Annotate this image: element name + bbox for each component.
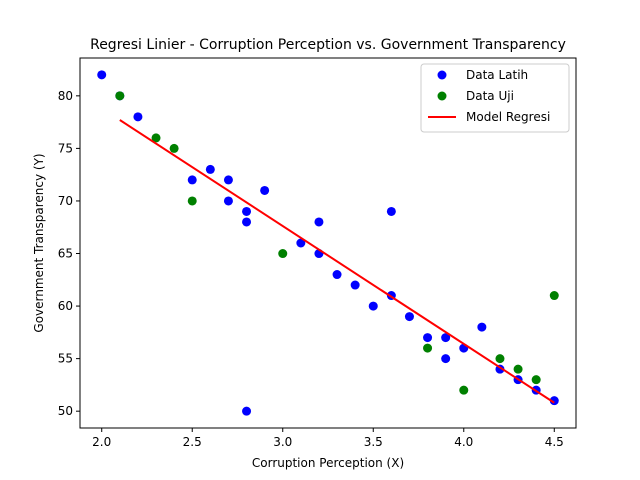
point-data-uji-10 bbox=[549, 291, 559, 301]
x-tick-label: 4.5 bbox=[545, 435, 564, 449]
point-data-latih-10 bbox=[260, 185, 270, 195]
legend-marker-data-latih bbox=[437, 70, 447, 80]
point-data-latih-20 bbox=[423, 333, 433, 343]
point-data-uji-9 bbox=[531, 375, 541, 385]
y-tick-label: 55 bbox=[58, 352, 73, 366]
x-tick-label: 3.5 bbox=[364, 435, 383, 449]
x-axis-label: Corruption Perception (X) bbox=[252, 456, 404, 470]
point-data-latih-9 bbox=[242, 406, 252, 416]
point-data-latih-28 bbox=[549, 396, 559, 406]
point-data-latih-6 bbox=[223, 196, 233, 206]
plot-frame bbox=[79, 57, 577, 429]
y-tick-label: 60 bbox=[58, 299, 73, 313]
point-data-latih-16 bbox=[368, 301, 378, 311]
point-data-latih-19 bbox=[404, 312, 414, 322]
point-data-uji-5 bbox=[423, 343, 433, 353]
point-data-latih-21 bbox=[441, 333, 451, 343]
legend-marker-data-uji bbox=[437, 91, 447, 101]
point-data-uji-1 bbox=[151, 133, 161, 143]
y-tick-label: 75 bbox=[58, 141, 73, 155]
point-data-uji-7 bbox=[495, 354, 505, 364]
point-data-latih-12 bbox=[314, 217, 324, 227]
point-data-latih-15 bbox=[350, 280, 360, 290]
legend-label-data-latih: Data Latih bbox=[466, 68, 528, 82]
point-data-latih-7 bbox=[242, 206, 252, 216]
point-data-latih-8 bbox=[242, 217, 252, 227]
point-data-latih-17 bbox=[386, 206, 396, 216]
legend-label-model-regresi: Model Regresi bbox=[466, 110, 550, 124]
x-tick-label: 2.0 bbox=[92, 435, 111, 449]
point-data-latih-2 bbox=[133, 112, 143, 122]
point-data-latih-0 bbox=[97, 70, 107, 80]
point-data-uji-2 bbox=[169, 143, 179, 153]
point-data-uji-0 bbox=[115, 91, 125, 101]
point-data-latih-22 bbox=[441, 354, 451, 364]
legend-box bbox=[420, 63, 570, 133]
y-axis-label: Government Transparency (Y) bbox=[32, 153, 46, 332]
point-data-latih-4 bbox=[205, 164, 215, 174]
chart-title: Regresi Linier - Corruption Perception v… bbox=[90, 37, 566, 53]
x-tick-label: 2.5 bbox=[183, 435, 202, 449]
y-tick-label: 70 bbox=[58, 194, 73, 208]
x-tick-label: 4.0 bbox=[454, 435, 473, 449]
legend-label-data-uji: Data Uji bbox=[466, 89, 514, 103]
point-data-uji-8 bbox=[513, 364, 523, 374]
point-data-uji-3 bbox=[187, 196, 197, 206]
point-data-latih-3 bbox=[187, 175, 197, 185]
regression-line bbox=[119, 119, 555, 404]
point-data-uji-6 bbox=[459, 385, 469, 395]
y-tick-label: 65 bbox=[58, 247, 73, 261]
point-data-latih-24 bbox=[477, 322, 487, 332]
y-tick-label: 80 bbox=[58, 89, 73, 103]
legend: Data Latih Data Uji Model Regresi bbox=[420, 63, 570, 133]
point-data-latih-14 bbox=[332, 270, 342, 280]
y-tick-label: 50 bbox=[58, 404, 73, 418]
point-data-latih-11 bbox=[296, 238, 306, 248]
point-data-latih-5 bbox=[223, 175, 233, 185]
point-data-uji-4 bbox=[278, 249, 288, 259]
x-tick-label: 3.0 bbox=[273, 435, 292, 449]
